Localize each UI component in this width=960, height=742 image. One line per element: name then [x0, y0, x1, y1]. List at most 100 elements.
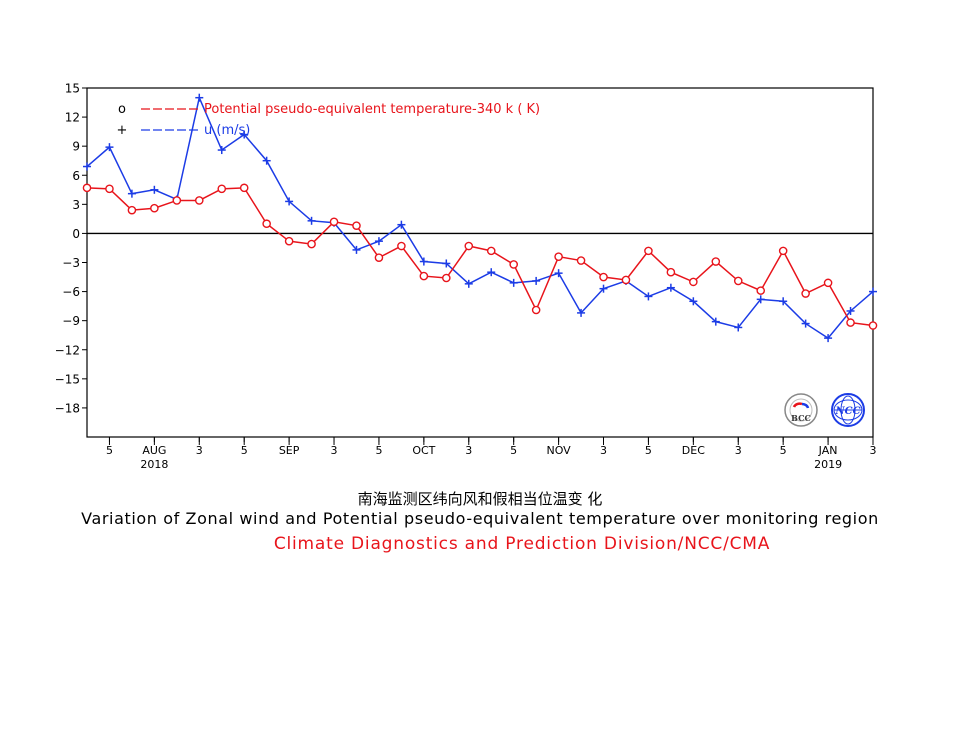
data-point	[734, 323, 743, 332]
x-tick-label: 5	[780, 444, 787, 457]
bcc-logo: BCC	[784, 393, 818, 427]
data-point	[801, 319, 810, 328]
x-tick-label: 5	[645, 444, 652, 457]
data-point	[779, 297, 788, 306]
data-point	[352, 245, 361, 254]
x-tick-label: 3	[600, 444, 607, 457]
data-point	[846, 318, 855, 327]
y-tick-label: −15	[55, 372, 80, 386]
data-point	[307, 239, 316, 249]
legend-label: Potential pseudo-equivalent temperature-…	[204, 102, 540, 117]
data-point	[644, 246, 653, 256]
y-tick-label: −6	[62, 285, 80, 299]
data-point	[217, 184, 227, 194]
data-point	[823, 278, 833, 288]
data-point	[599, 284, 608, 293]
x-tick-label: SEP	[279, 444, 300, 457]
wind-series	[83, 93, 877, 343]
legend: o Potential pseudo-equivalent temperature…	[117, 102, 541, 138]
legend-temperature: o Potential pseudo-equivalent temperature…	[118, 102, 540, 117]
y-tick-label: −9	[62, 314, 80, 328]
data-point	[442, 273, 451, 283]
data-point	[105, 184, 114, 194]
x-tick-label: 3	[870, 444, 877, 457]
data-point	[239, 183, 249, 193]
y-tick-label: −18	[55, 401, 80, 415]
data-point	[419, 271, 429, 281]
plot-border	[86, 87, 874, 438]
data-point	[352, 221, 361, 230]
x-tick-year-label: 2019	[814, 458, 842, 471]
x-tick-label: DEC	[682, 444, 705, 457]
data-point	[150, 203, 159, 213]
y-tick-label: −12	[55, 343, 80, 357]
y-tick-label: 15	[65, 82, 80, 96]
data-point	[127, 205, 137, 215]
data-point	[733, 276, 743, 286]
data-point	[577, 308, 586, 317]
x-tick-label: AUG	[142, 444, 166, 457]
data-point	[419, 257, 428, 266]
x-tick-label: JAN	[818, 444, 838, 457]
legend-symbol: +	[117, 123, 128, 138]
y-tick-label: −3	[62, 256, 80, 270]
y-tick-label: 6	[72, 169, 80, 183]
data-point	[778, 246, 788, 256]
series-line	[86, 187, 874, 327]
x-tick-year-label: 2018	[140, 458, 168, 471]
data-point	[487, 268, 496, 277]
data-point	[464, 279, 473, 288]
english-caption: Variation of Zonal wind and Potential ps…	[81, 509, 879, 528]
data-point	[307, 216, 316, 225]
data-point	[824, 334, 833, 343]
plot-area	[86, 87, 874, 438]
data-point	[464, 241, 474, 251]
data-point	[374, 237, 383, 246]
data-point	[374, 253, 384, 262]
svg-text:NCC: NCC	[834, 406, 860, 417]
x-tick-label: 3	[735, 444, 742, 457]
data-point	[846, 306, 855, 315]
x-tick-label: 3	[196, 444, 203, 457]
data-point	[801, 289, 810, 298]
x-tick-label: 5	[510, 444, 517, 457]
data-point	[532, 276, 541, 285]
x-tick-label: 3	[465, 444, 472, 457]
legend-label: u (m/s)	[204, 123, 250, 138]
data-point	[689, 297, 698, 306]
data-point	[531, 305, 541, 315]
data-point	[756, 286, 766, 295]
x-tick-label: 3	[331, 444, 338, 457]
temperature-series	[82, 183, 878, 330]
data-point	[486, 246, 496, 256]
legend-symbol: o	[118, 102, 126, 117]
svg-text:BCC: BCC	[791, 413, 811, 423]
data-point	[869, 287, 877, 296]
data-point	[599, 272, 608, 282]
organization-caption: Climate Diagnostics and Prediction Divis…	[273, 534, 771, 554]
data-point	[83, 162, 91, 171]
data-point	[217, 146, 226, 155]
data-point	[711, 317, 720, 326]
legend-wind: + u (m/s)	[117, 123, 251, 138]
data-point	[711, 257, 721, 266]
data-point	[554, 252, 563, 261]
data-point	[868, 321, 878, 330]
data-point	[285, 197, 294, 206]
data-point	[195, 93, 204, 102]
x-tick-label: 5	[241, 444, 248, 457]
data-point	[82, 183, 92, 193]
data-point	[689, 277, 698, 287]
data-point	[576, 256, 586, 265]
x-tick-label: OCT	[412, 444, 435, 457]
x-tick-label: 5	[106, 444, 113, 457]
data-point	[756, 295, 765, 304]
y-tick-label: 12	[65, 111, 80, 125]
logos: BCC NCC	[784, 393, 865, 427]
data-point	[262, 156, 271, 165]
data-point	[554, 269, 563, 278]
data-point	[262, 219, 271, 229]
data-point	[150, 185, 159, 194]
